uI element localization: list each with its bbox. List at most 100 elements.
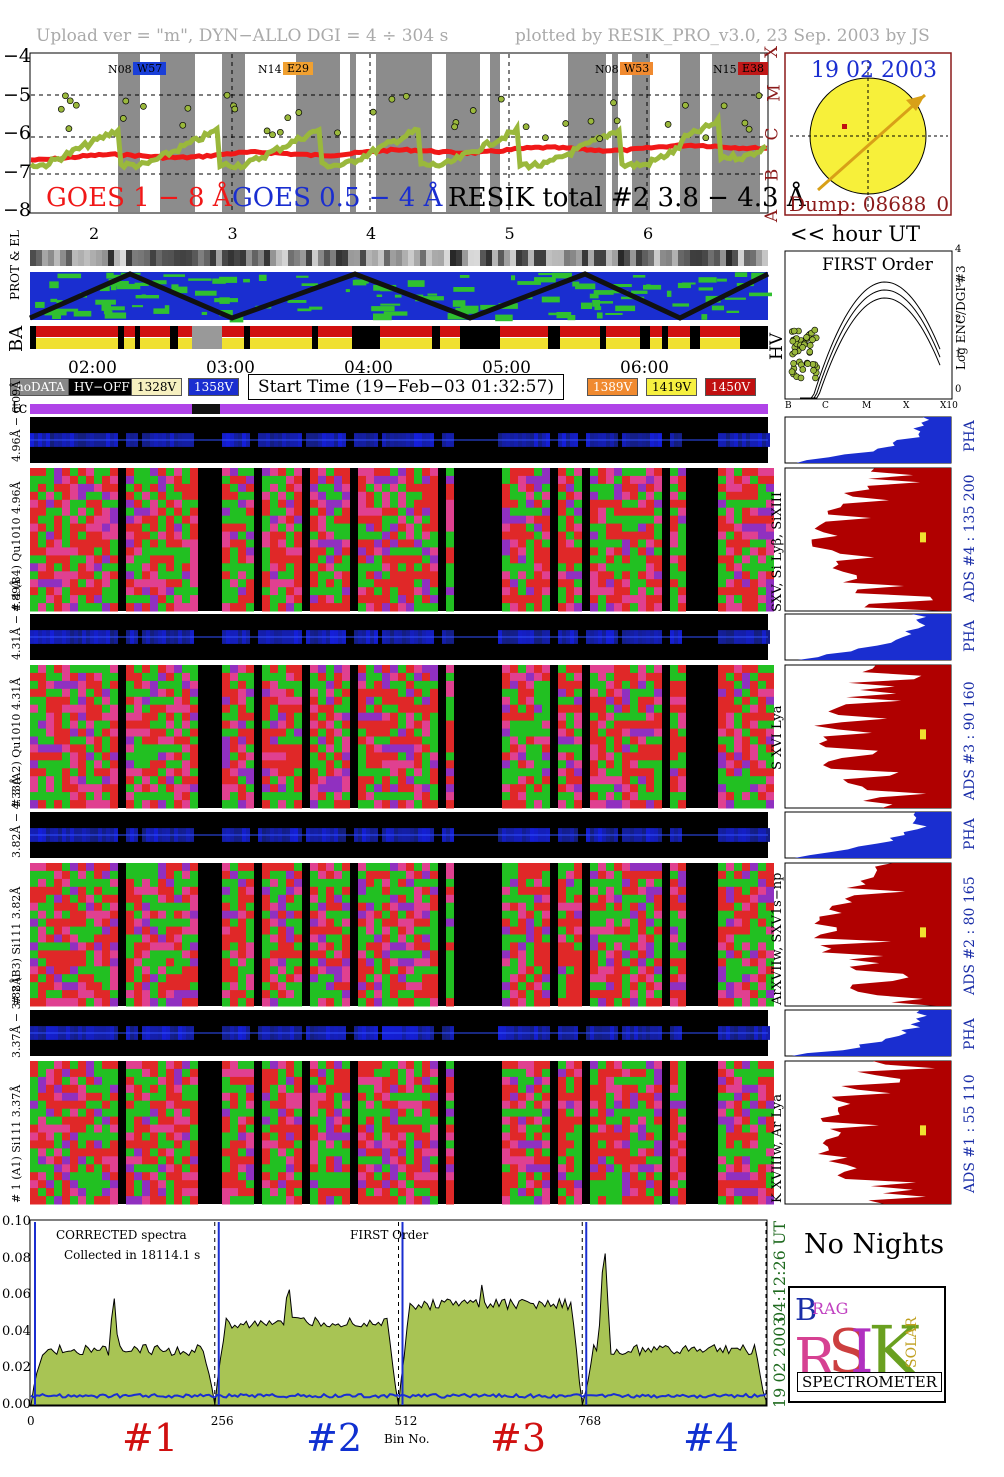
heatmap-cell <box>622 744 630 753</box>
heatmap-cell <box>670 792 678 801</box>
prot-gray-cell <box>690 250 696 266</box>
heatmap-cell <box>134 587 142 596</box>
heatmap-cell <box>654 720 662 729</box>
heatmap-cell <box>222 499 230 509</box>
heatmap-cell <box>246 539 254 548</box>
heatmap-cell <box>110 523 118 532</box>
heatmap-cell <box>358 507 366 517</box>
heatmap-cell <box>94 1068 102 1078</box>
heatmap-cell <box>638 563 646 572</box>
heatmap-cell <box>518 926 526 935</box>
heatmap-cell <box>734 950 742 959</box>
heatmap-cell <box>742 942 750 951</box>
heatmap-cell <box>614 918 622 927</box>
heatmap-cell <box>534 531 542 540</box>
heatmap-cell <box>166 902 174 912</box>
heatmap-cell <box>398 696 406 706</box>
heatmap-cell <box>294 571 302 580</box>
heatmap-cell <box>638 515 646 525</box>
heatmap-cell <box>726 587 734 596</box>
heatmap-cell <box>622 894 630 904</box>
heatmap-cell <box>654 468 662 477</box>
heatmap-cell <box>758 539 766 548</box>
heatmap-cell <box>622 499 630 509</box>
heatmap-cell <box>270 800 278 809</box>
heatmap-cell <box>630 603 638 612</box>
heatmap-cell <box>78 728 86 737</box>
heatmap-cell <box>614 507 622 517</box>
heatmap-cell <box>558 998 566 1007</box>
heatmap-cell <box>726 784 734 793</box>
heatmap-cell <box>390 688 398 698</box>
heatmap-cell <box>382 603 390 612</box>
heatmap-cell <box>294 736 302 745</box>
heatmap-cell <box>734 990 742 999</box>
heatmap-cell <box>270 595 278 604</box>
heatmap-cell <box>54 523 62 532</box>
prot-gray-cell <box>360 250 366 266</box>
heatmap-cell <box>598 539 606 548</box>
heatmap-cell <box>46 942 54 951</box>
heatmap-cell <box>638 704 646 714</box>
heatmap-cell <box>430 934 438 943</box>
heatmap-cell <box>150 942 158 951</box>
heatmap-cell <box>566 595 574 604</box>
heatmap-cell <box>286 531 294 540</box>
heatmap-cell <box>542 531 550 540</box>
heatmap-cell <box>638 958 646 967</box>
resik-point <box>755 92 763 99</box>
heatmap-cell <box>566 942 574 951</box>
heatmap-cell <box>54 886 62 896</box>
heatmap-cell <box>318 752 326 761</box>
heatmap-cell <box>78 863 86 872</box>
heatmap-cell <box>518 728 526 737</box>
ba-gap <box>740 326 768 349</box>
heatmap-cell <box>518 736 526 745</box>
heatmap-cell <box>542 680 550 690</box>
heatmap-cell <box>134 902 142 912</box>
heatmap-cell <box>150 926 158 935</box>
heatmap-cell <box>414 499 422 509</box>
heatmap-cell <box>358 736 366 745</box>
heatmap-cell <box>110 665 118 674</box>
prot-gray-cell <box>588 250 594 266</box>
heatmap-cell <box>286 958 294 967</box>
header-right: plotted by RESIK_PRO_v3.0, 23 Sep. 2003 … <box>515 26 930 46</box>
heatmap-cell <box>142 563 150 572</box>
heatmap-cell <box>638 571 646 580</box>
heatmap-cell <box>638 784 646 793</box>
heatmap-cell <box>758 563 766 572</box>
heatmap-cell <box>654 878 662 888</box>
heatmap-cell <box>94 499 102 509</box>
heatmap-cell <box>174 990 182 999</box>
heatmap-cell <box>174 910 182 920</box>
heatmap-cell <box>78 1124 86 1133</box>
heatmap-cell <box>142 934 150 943</box>
prot-gray-cell <box>366 250 372 266</box>
heatmap-cell <box>270 468 278 477</box>
heatmap-cell <box>54 776 62 785</box>
heatmap-cell <box>310 878 318 888</box>
heatmap-cell <box>190 499 198 509</box>
prot-green-patch <box>56 300 63 304</box>
heatmap-cell <box>678 579 686 588</box>
heatmap-cell <box>446 760 454 769</box>
heatmap-cell <box>310 531 318 540</box>
heatmap-cell <box>398 507 406 517</box>
heatmap-cell <box>78 1180 86 1189</box>
heatmap-cell <box>102 926 110 935</box>
heatmap-cell <box>670 918 678 927</box>
heatmap-cell <box>190 680 198 690</box>
heatmap-cell <box>510 720 518 729</box>
heatmap-cell <box>70 1100 78 1110</box>
heatmap-cell <box>86 1188 94 1197</box>
heatmap-cell <box>390 886 398 896</box>
heatmap-cell <box>382 555 390 564</box>
heatmap-cell <box>62 784 70 793</box>
heatmap-cell <box>62 760 70 769</box>
heatmap-cell <box>342 942 350 951</box>
heatmap-cell <box>518 950 526 959</box>
heatmap-cell <box>62 665 70 674</box>
heatmap-cell <box>366 760 374 769</box>
prot-gray-cell <box>504 250 510 266</box>
